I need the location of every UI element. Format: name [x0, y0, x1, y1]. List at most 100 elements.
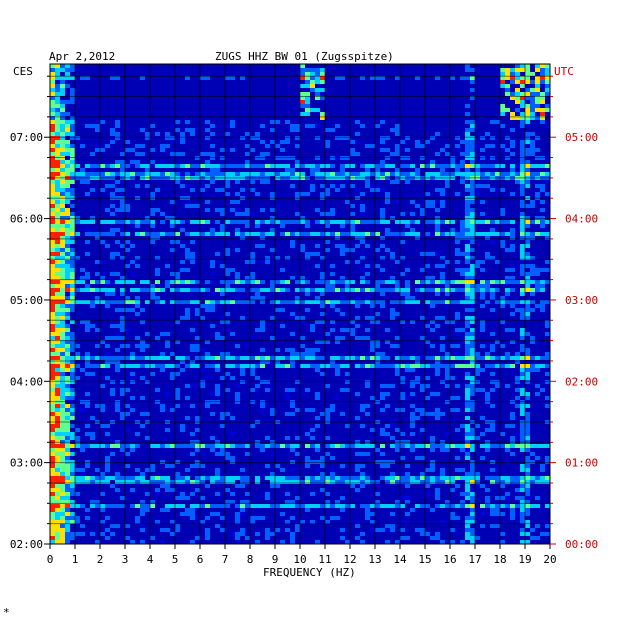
spectrogram-cell: [465, 224, 470, 228]
spectrogram-cell: [75, 164, 80, 168]
spectrogram-cell: [270, 232, 275, 236]
spectrogram-cell: [255, 164, 260, 168]
spectrogram-cell: [60, 532, 65, 536]
spectrogram-cell: [200, 368, 205, 372]
spectrogram-cell: [475, 264, 480, 268]
spectrogram-cell: [425, 200, 430, 204]
spectrogram-cell: [500, 296, 505, 300]
spectrogram-cell: [465, 172, 470, 176]
spectrogram-cell: [365, 232, 370, 236]
spectrogram-cell: [255, 132, 260, 136]
spectrogram-cell: [155, 300, 160, 304]
spectrogram-cell: [210, 308, 215, 312]
spectrogram-cell: [295, 356, 300, 360]
spectrogram-cell: [520, 496, 525, 500]
spectrogram-cell: [65, 216, 70, 220]
spectrogram-cell: [245, 212, 250, 216]
spectrogram-cell: [65, 516, 70, 520]
spectrogram-cell: [330, 360, 335, 364]
plot-grid: [49, 63, 551, 545]
spectrogram-cell: [230, 76, 235, 80]
spectrogram-cell: [320, 184, 325, 188]
spectrogram-cell: [520, 220, 525, 224]
spectrogram-cell: [525, 252, 530, 256]
spectrogram-cell: [525, 152, 530, 156]
spectrogram-cell: [145, 412, 150, 416]
spectrogram-cell: [540, 356, 545, 360]
spectrogram-cell: [500, 280, 505, 284]
spectrogram-cell: [380, 148, 385, 152]
spectrogram-cell: [230, 456, 235, 460]
spectrogram-cell: [445, 304, 450, 308]
spectrogram-cell: [250, 280, 255, 284]
spectrogram-cell: [320, 272, 325, 276]
spectrogram-cell: [235, 384, 240, 388]
spectrogram-cell: [450, 320, 455, 324]
spectrogram-cell: [525, 540, 530, 544]
spectrogram-cell: [435, 408, 440, 412]
spectrogram-cell: [50, 192, 55, 196]
spectrogram-cell: [520, 104, 525, 108]
spectrogram-cell: [465, 240, 470, 244]
spectrogram-cell: [420, 316, 425, 320]
spectrogram-cell: [520, 216, 525, 220]
spectrogram-cell: [410, 508, 415, 512]
spectrogram-cell: [290, 356, 295, 360]
spectrogram-cell: [150, 224, 155, 228]
spectrogram-cell: [440, 364, 445, 368]
spectrogram-cell: [150, 212, 155, 216]
spectrogram-cell: [105, 292, 110, 296]
spectrogram-cell: [260, 288, 265, 292]
spectrogram-cell: [525, 392, 530, 396]
spectrogram-cell: [495, 508, 500, 512]
spectrogram-cell: [320, 68, 325, 72]
spectrogram-cell: [440, 276, 445, 280]
spectrogram-cell: [50, 296, 55, 300]
spectrogram-cell: [325, 520, 330, 524]
spectrogram-cell: [290, 300, 295, 304]
spectrogram-cell: [190, 188, 195, 192]
spectrogram-cell: [130, 160, 135, 164]
spectrogram-cell: [385, 540, 390, 544]
spectrogram-cell: [125, 308, 130, 312]
spectrogram-cell: [460, 480, 465, 484]
spectrogram-cell: [265, 536, 270, 540]
spectrogram-cell: [305, 104, 310, 108]
spectrogram-cell: [110, 288, 115, 292]
spectrogram-cell: [255, 388, 260, 392]
spectrogram-cell: [470, 448, 475, 452]
spectrogram-cell: [425, 220, 430, 224]
spectrogram-cell: [425, 252, 430, 256]
spectrogram-cell: [55, 328, 60, 332]
spectrogram-cell: [370, 304, 375, 308]
spectrogram-cell: [55, 428, 60, 432]
spectrogram-cell: [315, 364, 320, 368]
spectrogram-cell: [465, 332, 470, 336]
spectrogram-cell: [70, 472, 75, 476]
spectrogram-cell: [520, 444, 525, 448]
spectrogram-cell: [435, 232, 440, 236]
spectrogram-cell: [60, 308, 65, 312]
spectrogram-cell: [85, 372, 90, 376]
spectrogram-cell: [55, 392, 60, 396]
spectrogram-cell: [85, 320, 90, 324]
spectrogram-cell: [355, 172, 360, 176]
spectrogram-cell: [385, 220, 390, 224]
spectrogram-cell: [340, 536, 345, 540]
spectrogram-cell: [50, 284, 55, 288]
spectrogram-cell: [375, 360, 380, 364]
spectrogram-cell: [500, 484, 505, 488]
spectrogram-cell: [465, 456, 470, 460]
spectrogram-cell: [345, 372, 350, 376]
spectrogram-cell: [505, 84, 510, 88]
spectrogram-cell: [70, 320, 75, 324]
spectrogram-cell: [225, 172, 230, 176]
spectrogram-cell: [70, 360, 75, 364]
spectrogram-cell: [210, 152, 215, 156]
spectrogram-cell: [65, 100, 70, 104]
spectrogram-cell: [520, 476, 525, 480]
spectrogram-cell: [395, 540, 400, 544]
spectrogram-cell: [175, 388, 180, 392]
spectrogram-cell: [320, 76, 325, 80]
spectrogram-cell: [410, 300, 415, 304]
